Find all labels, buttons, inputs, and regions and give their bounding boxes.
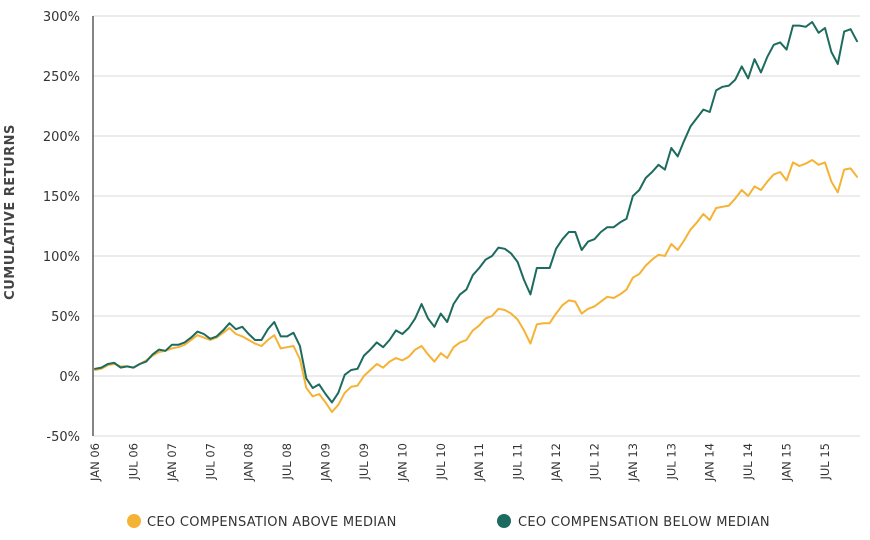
x-axis-ticks: JAN 06 JUL 06 JAN 07 JUL 07 JAN 08 JUL 08 JAN …: [88, 443, 832, 482]
x-tick-label: JUL 10: [434, 443, 448, 481]
x-tick-label: JUL 07: [203, 443, 217, 481]
legend-marker: [127, 514, 141, 528]
y-tick-label: 250%: [43, 70, 80, 85]
y-tick-label: 200%: [43, 130, 80, 145]
legend-marker: [497, 514, 511, 528]
x-tick-label: JAN 14: [703, 443, 717, 482]
y-tick-label: 300%: [43, 10, 80, 25]
x-tick-label: JAN 12: [549, 443, 563, 482]
x-tick-label: JUL 06: [126, 443, 140, 481]
x-tick-label: JAN 13: [626, 443, 640, 482]
x-tick-label: JUL 09: [357, 443, 371, 481]
x-tick-label: JUL 12: [587, 443, 601, 481]
series-line-2: [94, 21, 858, 404]
x-tick-label: JUL 11: [511, 443, 525, 481]
y-tick-label: 100%: [43, 250, 80, 265]
y-tick-label: 0%: [59, 370, 80, 385]
x-tick-label: JUL 08: [280, 443, 294, 481]
gridlines: [93, 15, 860, 437]
x-tick-label: JAN 10: [395, 443, 409, 482]
legend-label: CEO COMPENSATION BELOW MEDIAN: [518, 515, 770, 530]
x-tick-label: JUL 15: [818, 443, 832, 481]
x-tick-label: JAN 11: [472, 443, 486, 482]
legend-label: CEO COMPENSATION ABOVE MEDIAN: [147, 515, 397, 530]
x-tick-label: JAN 07: [165, 443, 179, 482]
y-tick-label: 150%: [43, 190, 80, 205]
y-axis-ticks: -50% 0% 50% 100% 150% 200% 250% 300%: [43, 10, 80, 445]
x-tick-label: JAN 06: [88, 443, 102, 482]
series-line-1: [94, 159, 858, 413]
y-tick-label: -50%: [46, 430, 80, 445]
x-tick-label: JAN 09: [319, 443, 333, 482]
x-tick-label: JUL 14: [741, 443, 755, 481]
x-tick-label: JAN 15: [780, 443, 794, 482]
x-tick-label: JUL 13: [664, 443, 678, 481]
y-axis-label: CUMULATIVE RETURNS: [3, 124, 18, 300]
series-lines: [94, 21, 858, 413]
legend: CEO COMPENSATION ABOVE MEDIAN CEO COMPENS…: [127, 514, 770, 530]
y-tick-label: 50%: [51, 310, 80, 325]
x-tick-label: JAN 08: [242, 443, 256, 482]
